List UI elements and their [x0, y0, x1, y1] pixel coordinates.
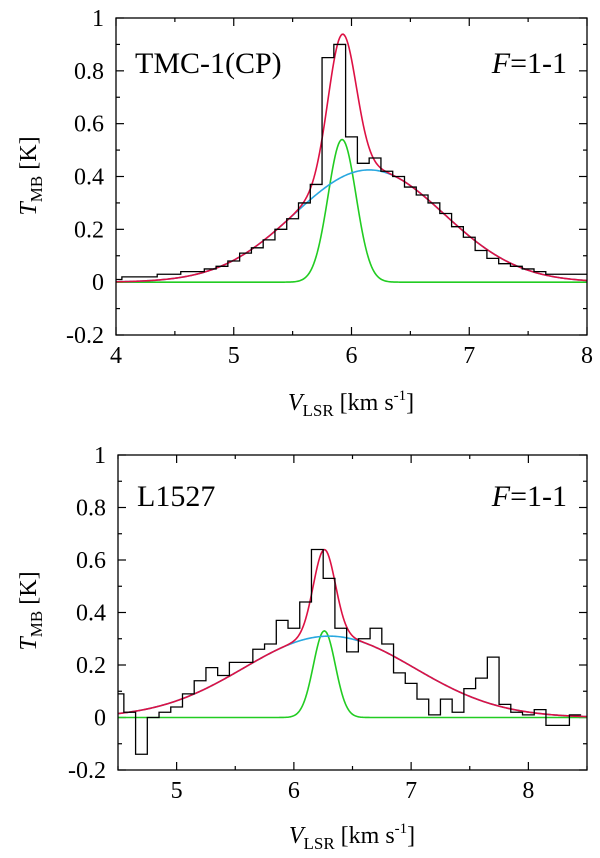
y-tick-label: 0: [92, 270, 104, 296]
transition-label: F=1-1: [491, 480, 567, 513]
plot-frame: [117, 454, 588, 771]
x-axis-label: VLSR [km s-1]: [289, 821, 415, 853]
x-tick-label: 8: [581, 343, 593, 369]
x-tick-label: 8: [522, 778, 534, 804]
y-tick-label: 0: [94, 706, 106, 732]
y-tick-label: 0.2: [76, 653, 106, 679]
y-tick-label: 0.4: [74, 165, 104, 191]
observed-spectrum-histogram: [118, 548, 582, 755]
chart-panel-tmc1: 4 5 6 7 8 -0.2 0 0.2 0.4 0.6 0.8 1 TMC-1…: [16, 6, 593, 420]
x-tick-labels: 4 5 6 7 8: [110, 343, 593, 369]
x-tick-label: 6: [346, 343, 358, 369]
transition-label: F=1-1: [491, 47, 567, 80]
x-tick-label: 4: [110, 343, 122, 369]
y-tick-label: 0.6: [76, 548, 106, 574]
y-tick-label: 1: [92, 6, 104, 32]
x-axis-label: VLSR [km s-1]: [288, 388, 414, 420]
narrow-component-curve: [116, 138, 587, 283]
y-tick-label: -0.2: [68, 758, 106, 784]
chart-panel-l1527: 5 6 7 8 -0.2 0 0.2 0.4 0.6 0.8 1 L1527 F…: [16, 443, 588, 853]
y-tick-label: -0.2: [66, 323, 104, 349]
broad-component-curve: [118, 635, 587, 718]
y-tick-label: 0.8: [76, 496, 106, 522]
y-tick-label: 0.2: [74, 217, 104, 243]
y-tick-labels: -0.2 0 0.2 0.4 0.6 0.8 1: [68, 443, 106, 784]
total-fit-curve: [116, 33, 587, 283]
y-tick-label: 0.6: [74, 112, 104, 138]
total-fit-curve: [118, 548, 587, 718]
x-tick-label: 7: [463, 343, 475, 369]
y-tick-label: 0.4: [76, 601, 106, 627]
source-label: L1527: [137, 480, 215, 513]
x-tick-label: 5: [228, 343, 240, 369]
narrow-component-curve: [118, 630, 587, 719]
observed-spectrum-histogram: [116, 43, 587, 281]
plot-frame: [115, 17, 588, 336]
source-label: TMC-1(CP): [135, 47, 282, 80]
x-tick-label: 7: [405, 778, 417, 804]
x-tick-labels: 5 6 7 8: [171, 778, 535, 804]
x-tick-label: 5: [171, 778, 183, 804]
y-axis-label: TMB [K]: [16, 571, 46, 650]
y-tick-label: 1: [94, 443, 106, 469]
x-tick-label: 6: [288, 778, 300, 804]
y-axis-label: TMB [K]: [16, 136, 46, 215]
y-tick-label: 0.8: [74, 59, 104, 85]
y-tick-labels: -0.2 0 0.2 0.4 0.6 0.8 1: [66, 6, 104, 349]
